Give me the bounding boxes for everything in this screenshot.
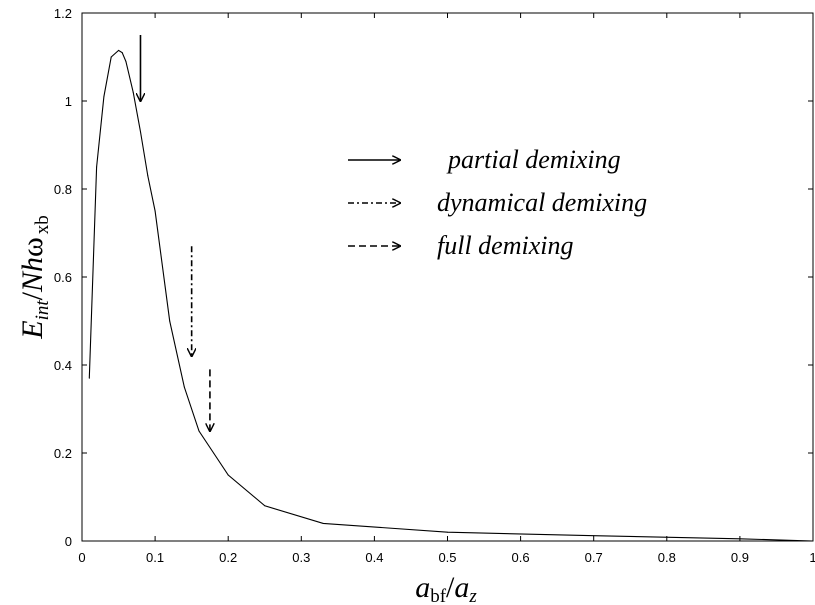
x-tick-label: 0.5: [438, 550, 456, 565]
y-tick-label: 0.2: [54, 446, 72, 461]
legend-label: full demixing: [437, 231, 573, 260]
y-tick-label: 0.4: [54, 358, 72, 373]
data-point: [96, 166, 98, 168]
data-point: [103, 96, 105, 98]
x-tick-label: 0.3: [292, 550, 310, 565]
y-tick-label: 0: [65, 534, 72, 549]
x-tick-label: 0.1: [146, 550, 164, 565]
data-point: [593, 535, 595, 537]
y-tick-label: 1: [65, 94, 72, 109]
axis-ticks: 0 0.1 0.2 0.3 0.4 0.5 0.6 0.7 0.8 0.9 1 0 0.2 0.4 0.6 0…: [54, 6, 815, 565]
series-layer: [88, 49, 814, 542]
annotation-arrows: [140, 35, 209, 431]
data-point: [147, 175, 149, 177]
x-axis-label: abf/az: [415, 571, 477, 605]
x-tick-label: 1: [809, 550, 815, 565]
data-point: [183, 386, 185, 388]
data-point: [264, 505, 266, 507]
x-tick-label: 0.9: [731, 550, 749, 565]
data-point: [88, 377, 90, 379]
x-tick-label: 0.2: [219, 550, 237, 565]
x-tick-label: 0.7: [585, 550, 603, 565]
x-tick-label: 0.8: [658, 550, 676, 565]
data-point: [447, 531, 448, 533]
data-point: [132, 91, 134, 93]
data-point: [739, 538, 741, 540]
y-tick-label: 0.6: [54, 270, 72, 285]
data-point: [139, 131, 141, 133]
legend-label: dynamical demixing: [437, 188, 647, 217]
data-point: [118, 49, 120, 51]
data-point: [198, 430, 200, 432]
legend: partial demixing dynamical demixing full d…: [348, 145, 647, 260]
y-tick-label: 1.2: [54, 6, 72, 21]
data-point: [322, 522, 324, 524]
x-tick-label: 0.6: [512, 550, 530, 565]
data-point: [812, 540, 814, 542]
y-tick-label: 0.8: [54, 182, 72, 197]
series-line: [88, 49, 814, 542]
x-tick-label: 0.4: [365, 550, 383, 565]
y-axis-label: Eint/Nhωxb: [16, 215, 53, 340]
data-point: [213, 452, 215, 454]
legend-label: partial demixing: [446, 145, 621, 174]
data-point: [125, 60, 127, 62]
data-point: [121, 52, 123, 54]
data-point: [169, 320, 171, 322]
x-tick-label: 0: [78, 550, 85, 565]
data-point: [154, 210, 156, 212]
data-point: [227, 474, 229, 476]
data-point: [110, 56, 112, 58]
